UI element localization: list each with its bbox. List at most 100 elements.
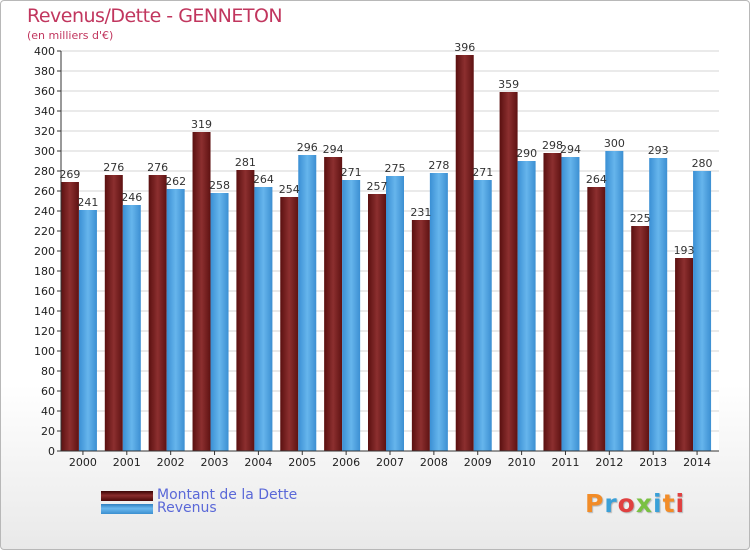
bar-revenue [605, 151, 624, 451]
x-tick-label: 2002 [157, 456, 185, 469]
x-tick-label: 2007 [376, 456, 404, 469]
bar-debt [324, 157, 343, 451]
bar-debt [368, 194, 386, 451]
legend-swatch-debt [101, 491, 153, 501]
y-tick-label: 120 [34, 325, 55, 338]
x-tick-label: 2011 [551, 456, 579, 469]
value-label-revenue: 293 [648, 144, 669, 157]
x-tick-label: 2008 [420, 456, 448, 469]
value-label-debt: 294 [323, 143, 344, 156]
bars [60, 55, 712, 451]
x-tick-label: 2000 [69, 456, 97, 469]
y-tick-label: 280 [34, 165, 55, 178]
bar-revenue [298, 155, 317, 451]
bar-revenue [649, 158, 668, 451]
bar-revenue [166, 189, 185, 451]
x-tick-label: 2006 [332, 456, 360, 469]
bar-revenue [429, 173, 448, 451]
value-label-debt: 254 [279, 183, 300, 196]
y-tick-label: 20 [41, 425, 55, 438]
y-tick-label: 0 [48, 445, 55, 458]
value-label-debt: 359 [498, 78, 519, 91]
bar-revenue [122, 205, 141, 451]
bar-debt [148, 175, 167, 451]
bar-revenue [254, 187, 273, 451]
value-label-revenue: 290 [516, 147, 537, 160]
bar-revenue [386, 176, 404, 451]
y-tick-label: 220 [34, 225, 55, 238]
y-tick-label: 320 [34, 125, 55, 138]
bar-debt [675, 258, 694, 451]
chart-subtitle: (en milliers d'€) [27, 29, 114, 42]
bar-debt [280, 197, 299, 451]
value-label-debt: 269 [59, 168, 80, 181]
bar-debt [587, 187, 606, 451]
chart-title: Revenus/Dette - GENNETON [27, 5, 283, 27]
bar-revenue [517, 161, 536, 451]
bar-revenue [210, 193, 229, 451]
value-label-revenue: 280 [692, 157, 713, 170]
bar-debt [631, 226, 650, 451]
y-tick-label: 180 [34, 265, 55, 278]
value-label-debt: 225 [630, 212, 651, 225]
y-tick-label: 400 [34, 45, 55, 58]
legend-label-debt: Montant de la Dette [157, 487, 298, 503]
value-label-debt: 276 [103, 161, 124, 174]
value-label-revenue: 278 [428, 159, 449, 172]
y-tick-label: 380 [34, 65, 55, 78]
x-tick-label: 2014 [683, 456, 711, 469]
value-label-debt: 276 [147, 161, 168, 174]
y-tick-label: 80 [41, 365, 55, 378]
x-tick-label: 2005 [288, 456, 316, 469]
x-tick-label: 2012 [595, 456, 623, 469]
y-tick-label: 240 [34, 205, 55, 218]
bar-debt [411, 220, 430, 451]
x-tick-label: 2009 [464, 456, 492, 469]
value-label-revenue: 271 [472, 166, 493, 179]
x-tick-label: 2003 [201, 456, 229, 469]
bar-revenue [342, 180, 361, 451]
y-tick-label: 40 [41, 405, 55, 418]
value-label-revenue: 258 [209, 179, 230, 192]
bar-debt [543, 153, 562, 451]
y-tick-label: 260 [34, 185, 55, 198]
y-tick-label: 160 [34, 285, 55, 298]
bar-debt [236, 170, 255, 451]
value-label-revenue: 271 [341, 166, 362, 179]
value-label-debt: 298 [542, 139, 563, 152]
value-label-debt: 319 [191, 118, 212, 131]
value-label-revenue: 300 [604, 137, 625, 150]
y-tick-label: 100 [34, 345, 55, 358]
bar-debt [104, 175, 123, 451]
value-label-revenue: 294 [560, 143, 581, 156]
bar-revenue [561, 157, 580, 451]
value-label-revenue: 264 [253, 173, 274, 186]
bar-revenue [693, 171, 712, 451]
bar-revenue [473, 180, 492, 451]
y-tick-label: 340 [34, 105, 55, 118]
y-tick-label: 300 [34, 145, 55, 158]
bar-revenue [78, 210, 97, 451]
proxiti-logo: Proxiti [585, 489, 686, 518]
value-label-debt: 264 [586, 173, 607, 186]
bar-debt [455, 55, 474, 451]
x-tick-label: 2010 [508, 456, 536, 469]
bar-debt [192, 132, 211, 451]
x-tick-label: 2013 [639, 456, 667, 469]
axes: 0 20 40 60 80 100 120 140 160 180 200 220 240 260 280 3… [34, 45, 719, 469]
value-label-revenue: 241 [77, 196, 98, 209]
value-label-revenue: 296 [297, 141, 318, 154]
y-tick-label: 200 [34, 245, 55, 258]
value-label-debt: 231 [410, 206, 431, 219]
y-tick-label: 60 [41, 385, 55, 398]
legend-swatch-revenue [101, 504, 153, 514]
value-label-debt: 193 [674, 244, 695, 257]
bar-debt [60, 182, 79, 451]
x-tick-label: 2004 [244, 456, 272, 469]
value-label-debt: 396 [454, 41, 475, 54]
bar-debt [499, 92, 518, 451]
value-label-debt: 281 [235, 156, 256, 169]
value-label-debt: 257 [367, 180, 388, 193]
